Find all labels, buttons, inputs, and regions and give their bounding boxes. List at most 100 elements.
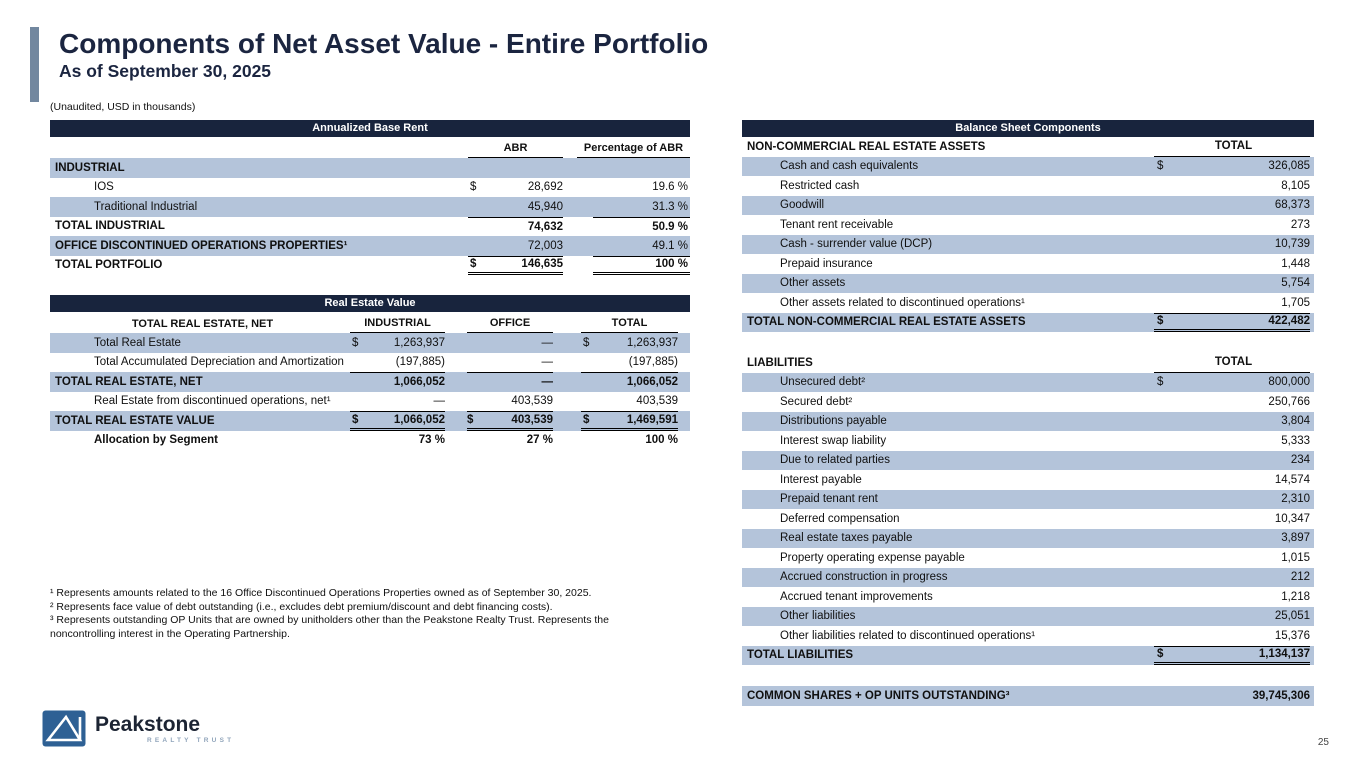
dollar-sign: $ (1157, 376, 1164, 389)
dollar-sign: $ (583, 336, 590, 349)
table-row: Unsecured debt² $800,000 (742, 372, 1314, 392)
row-label: Other assets related to discontinued ope… (780, 296, 1025, 309)
row-label: TOTAL NON-COMMERCIAL REAL ESTATE ASSETS (747, 316, 1026, 329)
table-row: Total Accumulated Depreciation and Amort… (50, 353, 690, 373)
table-row: Real estate taxes payable 3,897 (742, 528, 1314, 548)
page-number: 25 (1317, 737, 1329, 748)
abr-table-title: Annualized Base Rent (50, 120, 690, 137)
abr-value: 72,003 (527, 239, 563, 252)
table-row: Goodwill 68,373 (742, 195, 1314, 215)
table-row: TOTAL PORTFOLIO $146,635 100 % (50, 255, 690, 275)
abr-cell: 45,940 (468, 197, 563, 217)
pct-col-header: Percentage of ABR (577, 137, 690, 158)
row-label: Due to related parties (780, 454, 890, 467)
row-label: Unsecured debt² (780, 376, 866, 389)
table-row: Traditional Industrial 45,940 31.3 % (50, 197, 690, 217)
title-accent-bar (30, 27, 39, 102)
table-row: Other assets 5,754 (742, 273, 1314, 293)
dollar-sign: $ (470, 181, 477, 194)
row-label: TOTAL REAL ESTATE, NET (55, 375, 203, 388)
row-label: TOTAL PORTFOLIO (55, 259, 163, 272)
dollar-sign: $ (583, 413, 590, 426)
row-label: Real estate taxes payable (780, 532, 913, 545)
row-label: Prepaid tenant rent (780, 493, 878, 506)
abr-header-row: ABR Percentage of ABR (50, 137, 690, 158)
table-row: Other liabilities related to discontinue… (742, 626, 1314, 646)
unaudited-note: (Unaudited, USD in thousands) (50, 101, 196, 113)
table-row: Secured debt² 250,766 (742, 392, 1314, 412)
dollar-sign: $ (1157, 160, 1164, 173)
balance-sheet-table: Balance Sheet Components NON-COMMERCIAL … (742, 120, 1314, 706)
footnote-3: ³ Represents outstanding OP Units that a… (50, 614, 609, 640)
re-table-title: Real Estate Value (50, 295, 690, 312)
row-label: Other liabilities related to discontinue… (780, 629, 1036, 642)
pct-cell: 50.9 % (593, 216, 690, 237)
table-row: OFFICE DISCONTINUED OPERATIONS PROPERTIE… (50, 236, 690, 256)
table-row: Cash - surrender value (DCP) 10,739 (742, 234, 1314, 254)
abr-value: 146,635 (521, 258, 563, 271)
row-label: Cash - surrender value (DCP) (780, 238, 933, 251)
table-row: Interest swap liability 5,333 (742, 431, 1314, 451)
row-label: TOTAL LIABILITIES (747, 649, 854, 662)
row-label: Other assets (780, 277, 846, 290)
table-row: Prepaid tenant rent 2,310 (742, 489, 1314, 509)
row-label: Distributions payable (780, 415, 887, 428)
pct-cell: 19.6 % (652, 181, 688, 194)
page-title: Components of Net Asset Value - Entire P… (59, 28, 709, 59)
pct-cell: 100 % (593, 255, 690, 275)
row-label: OFFICE DISCONTINUED OPERATIONS PROPERTIE… (55, 239, 348, 252)
abr-cell: 74,632 (468, 216, 563, 237)
table-row: Allocation by Segment 73 % 27 % 100 % (50, 431, 690, 451)
table-row: Accrued tenant improvements 1,218 (742, 587, 1314, 607)
row-label: Property operating expense payable (780, 551, 965, 564)
footnote-2: ² Represents face value of debt outstand… (50, 600, 553, 613)
table-row: TOTAL REAL ESTATE VALUE $1,066,052 $403,… (50, 411, 690, 431)
row-label: Other liabilities (780, 610, 856, 623)
logo-tagline: REALTY TRUST (147, 736, 235, 744)
row-label: Tenant rent receivable (780, 218, 894, 231)
real-estate-value-table: Real Estate Value TOTAL REAL ESTATE, NET… (50, 295, 690, 450)
row-label: Secured debt² (780, 395, 853, 408)
abr-value: 74,632 (527, 220, 563, 233)
company-logo: Peakstone REALTY TRUST (42, 710, 234, 747)
total-col-header: TOTAL (1154, 353, 1310, 373)
logo-wordmark: Peakstone REALTY TRUST (95, 714, 234, 744)
section-label: LIABILITIES (747, 356, 813, 369)
abr-cell (468, 158, 563, 178)
bs-table-title: Balance Sheet Components (742, 120, 1314, 137)
abr-cell: $28,692 (468, 178, 563, 198)
table-row: Cash and cash equivalents $326,085 (742, 156, 1314, 176)
row-label: Accrued construction in progress (780, 571, 948, 584)
abr-cell: $146,635 (468, 255, 563, 275)
table-row: Total Real Estate $1,263,937 — $1,263,93… (50, 333, 690, 353)
footnote-1: ¹ Represents amounts related to the 16 O… (50, 587, 592, 599)
total-col-header: TOTAL (581, 312, 678, 333)
row-label: Real Estate from discontinued operations… (94, 395, 331, 408)
table-row: Distributions payable 3,804 (742, 411, 1314, 431)
table-row: TOTAL INDUSTRIAL 74,632 50.9 % (50, 216, 690, 237)
section-label: NON-COMMERCIAL REAL ESTATE ASSETS (747, 140, 986, 153)
row-label: Deferred compensation (780, 512, 900, 525)
header: Components of Net Asset Value - Entire P… (59, 28, 708, 82)
table-row: Prepaid insurance 1,448 (742, 254, 1314, 274)
liabilities-total-row: TOTAL LIABILITIES $1,134,137 (742, 645, 1314, 665)
peakstone-logo-icon (42, 710, 86, 747)
row-label: Total Real Estate (94, 336, 181, 349)
table-row: Other assets related to discontinued ope… (742, 293, 1314, 313)
abr-cell: 72,003 (468, 236, 563, 256)
pct-cell (593, 158, 690, 178)
row-label: Interest swap liability (780, 434, 887, 447)
pct-cell: 49.1 % (652, 239, 688, 252)
row-label: Restricted cash (780, 179, 860, 192)
row-label: Cash and cash equivalents (780, 160, 919, 173)
table-row: IOS $28,692 19.6 % (50, 178, 690, 198)
table-row: INDUSTRIAL (50, 158, 690, 178)
abr-col-header: ABR (468, 137, 563, 158)
dollar-sign: $ (470, 258, 477, 271)
liabilities-section-header: LIABILITIES TOTAL (742, 353, 1314, 373)
table-row: Restricted cash 8,105 (742, 176, 1314, 196)
dollar-sign: $ (1157, 315, 1164, 328)
row-label: COMMON SHARES + OP UNITS OUTSTANDING³ (747, 689, 1010, 702)
row-label: IOS (94, 181, 114, 194)
